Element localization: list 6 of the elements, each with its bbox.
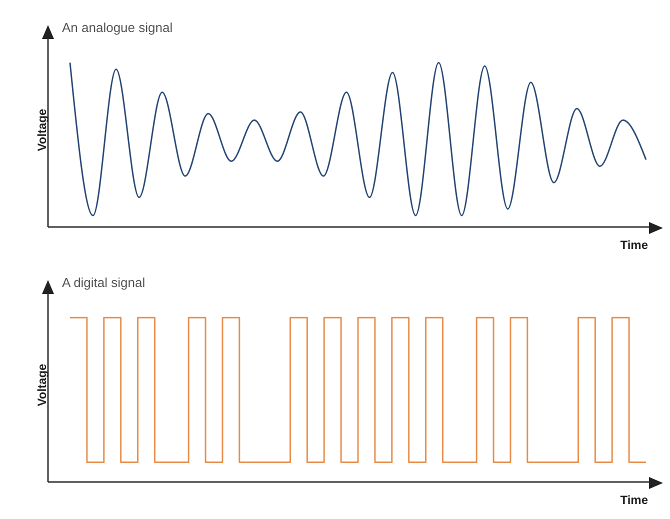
y-axis-title: Voltage <box>35 362 49 408</box>
chart-title: An analogue signal <box>62 20 173 35</box>
chart-title: A digital signal <box>62 275 146 290</box>
x-axis-title: Time <box>620 238 648 252</box>
x-axis-title: Time <box>620 493 648 507</box>
y-axis-title: Voltage <box>35 108 49 154</box>
